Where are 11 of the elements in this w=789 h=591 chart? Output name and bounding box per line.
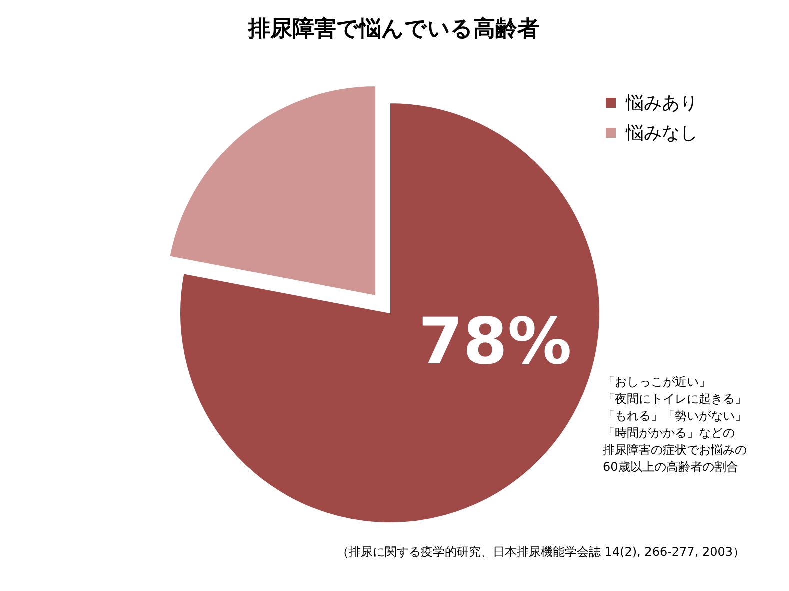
legend-label: 悩みあり (626, 93, 698, 114)
annotation: 「夜間にトイレに起きる」 (603, 392, 747, 406)
legend-label: 悩みなし (626, 123, 698, 144)
annotation: 「もれる」「勢いがない」 (603, 409, 747, 423)
value-label: 78% (418, 305, 572, 380)
annotation: 「時間がかかる」などの (603, 426, 735, 440)
annotation: 「おしっこが近い」 (603, 375, 711, 389)
title: 排尿障害で悩んでいる高齢者 (248, 17, 540, 42)
annotation: 60歳以上の高齢者の割合 (603, 460, 738, 474)
annotation: 排尿障害の症状でお悩みの (603, 443, 747, 457)
annotation: （排尿に関する疫学的研究、日本排尿機能学会誌 14(2), 266-277, 2003） (336, 545, 745, 559)
